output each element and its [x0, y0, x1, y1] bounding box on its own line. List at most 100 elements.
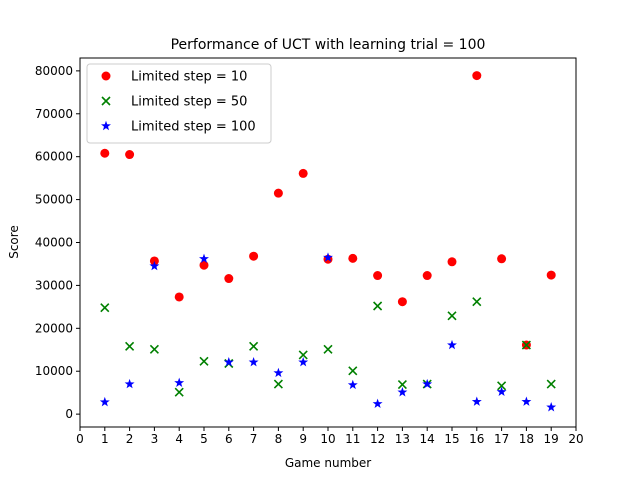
y-tick-label: 40000 [35, 236, 73, 250]
data-point-series-3-game-14 [422, 378, 433, 389]
data-point-series-3-game-11 [347, 379, 358, 390]
x-tick-label: 4 [175, 432, 183, 446]
y-axis: 0 10000 20000 30000 40000 50000 60000 70000 8000… [35, 64, 80, 421]
data-point-series-2-game-19 [546, 379, 556, 389]
data-point-series-1-game-14 [422, 271, 432, 281]
data-point-series-3-game-19 [546, 402, 557, 412]
legend-box [86, 63, 272, 144]
data-point-series-1-game-9 [298, 168, 308, 178]
x-tick-label: 18 [519, 432, 534, 446]
series-1 [100, 71, 556, 350]
x-tick-label: 20 [568, 432, 583, 446]
legend: Limited step = 10 Limited step = 50 Limite… [86, 63, 272, 144]
x-tick-label: 0 [76, 432, 84, 446]
y-tick-label: 30000 [35, 278, 73, 292]
data-point-series-2-game-18 [521, 340, 531, 350]
data-point-series-3-game-9 [298, 357, 309, 367]
legend-marker-3 [101, 120, 111, 131]
legend-label-1: Limited step = 10 [131, 70, 247, 85]
data-point-series-3-game-7 [248, 357, 259, 367]
x-tick-label: 19 [544, 432, 559, 446]
data-point-series-2-game-17 [497, 381, 507, 391]
data-marks [99, 71, 557, 412]
x-tick-label: 13 [395, 432, 410, 446]
data-point-series-1-game-17 [497, 254, 507, 264]
data-point-series-3-game-15 [447, 339, 457, 350]
legend-marker-2 [101, 96, 111, 106]
x-tick-label: 1 [101, 432, 109, 446]
x-tick-label: 15 [444, 432, 459, 446]
y-tick-label: 0 [65, 407, 73, 421]
legend-marker-1 [101, 71, 111, 81]
data-point-series-3-game-3 [149, 260, 160, 271]
y-axis-label: Score [7, 225, 21, 259]
data-point-series-2-game-7 [249, 341, 259, 351]
x-tick-label: 10 [320, 432, 335, 446]
x-tick-label: 2 [126, 432, 134, 446]
data-point-series-3-game-16 [471, 396, 482, 406]
legend-label-2: Limited step = 50 [131, 95, 247, 110]
data-point-series-3-game-17 [496, 386, 507, 397]
legend-entry-3: Limited step = 100 [101, 120, 256, 135]
data-point-series-1-game-19 [546, 270, 556, 280]
data-point-series-1-game-7 [249, 251, 259, 261]
data-point-series-3-game-5 [199, 253, 209, 264]
data-point-series-2-game-4 [174, 387, 184, 397]
data-point-series-3-game-4 [174, 377, 185, 388]
data-point-series-2-game-2 [125, 341, 135, 351]
x-tick-label: 3 [151, 432, 159, 446]
x-tick-label: 5 [200, 432, 208, 446]
data-point-series-2-game-3 [149, 344, 159, 354]
data-point-series-1-game-1 [100, 148, 110, 158]
data-point-series-3-game-10 [323, 252, 333, 262]
data-point-series-2-game-13 [397, 379, 407, 390]
data-point-series-3-game-8 [273, 367, 284, 378]
series-3 [99, 252, 557, 412]
data-point-series-2-game-16 [472, 297, 482, 307]
y-tick-label: 50000 [35, 193, 73, 207]
x-tick-label: 17 [494, 432, 509, 446]
x-tick-label: 16 [469, 432, 484, 446]
data-point-series-3-game-18 [521, 396, 532, 406]
data-point-series-2-game-11 [348, 366, 358, 376]
data-point-series-3-game-12 [372, 398, 383, 409]
data-point-series-1-game-13 [397, 297, 407, 307]
y-tick-label: 20000 [35, 321, 73, 335]
y-tick-label: 60000 [35, 150, 73, 164]
chart-title: Performance of UCT with learning trial =… [171, 37, 486, 53]
data-point-series-2-game-1 [100, 303, 110, 313]
legend-entry-1: Limited step = 10 [101, 70, 247, 85]
data-point-series-1-game-6 [224, 274, 234, 284]
data-point-series-2-game-15 [447, 311, 457, 321]
x-tick-label: 14 [420, 432, 435, 446]
data-point-series-3-game-1 [99, 396, 110, 407]
data-point-series-1-game-16 [472, 71, 482, 81]
x-axis-label: Game number [285, 456, 371, 470]
y-tick-label: 70000 [35, 107, 73, 121]
x-tick-label: 12 [370, 432, 385, 446]
data-point-series-1-game-11 [348, 253, 358, 263]
data-point-series-1-game-4 [174, 292, 184, 302]
data-point-series-3-game-6 [223, 357, 234, 367]
data-point-series-2-game-8 [273, 379, 283, 389]
x-tick-label: 7 [250, 432, 258, 446]
x-tick-label: 6 [225, 432, 233, 446]
data-point-series-1-game-2 [125, 150, 135, 160]
legend-entry-2: Limited step = 50 [101, 95, 247, 110]
y-tick-label: 10000 [35, 364, 73, 378]
data-point-series-2-game-5 [199, 356, 209, 366]
data-point-series-1-game-12 [373, 271, 383, 281]
data-point-series-1-game-8 [273, 188, 283, 198]
data-point-series-2-game-12 [373, 301, 383, 311]
data-point-series-1-game-5 [199, 260, 209, 270]
data-point-series-2-game-10 [323, 344, 333, 354]
x-tick-label: 9 [299, 432, 307, 446]
data-point-series-1-game-15 [447, 257, 457, 267]
x-tick-label: 11 [345, 432, 360, 446]
x-axis: 0 1 2 3 4 5 6 7 8 9 10 11 12 13 14 15 16 17 18 19 20 [76, 427, 584, 446]
data-point-series-2-game-9 [298, 350, 308, 360]
data-point-series-3-game-2 [124, 378, 135, 389]
x-tick-label: 8 [275, 432, 283, 446]
